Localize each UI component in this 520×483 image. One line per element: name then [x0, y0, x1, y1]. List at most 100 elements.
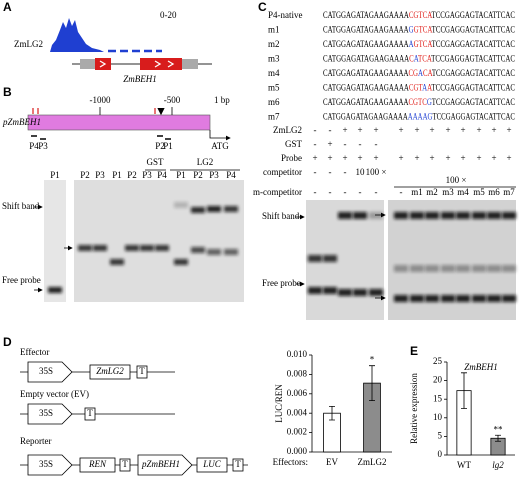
sequence-part: CATGGAGATAGAAGAAAA	[323, 68, 409, 78]
sequence-part: TCCGAGGAGTACATTCAC	[432, 39, 515, 49]
probe: P2	[155, 141, 165, 151]
cell: -	[314, 187, 317, 197]
sequence-name: P4-native	[268, 10, 303, 20]
sequence-part: TCA	[418, 54, 432, 64]
position: 1 bp	[214, 95, 230, 105]
cell: -	[314, 125, 317, 135]
y-tick-label: 0.006	[287, 388, 308, 398]
sequence-part: CG	[408, 68, 418, 78]
sequence-part: A	[409, 39, 414, 49]
element-label: 35S	[39, 459, 53, 469]
sequence: CATGGAGATAGAAGAAAAAAAAGTCCGAGGAGTACATTCA…	[323, 112, 515, 122]
sequence-part: A	[418, 68, 423, 78]
sequence-part: GTCA	[414, 39, 433, 49]
element-label: LUC	[202, 459, 222, 469]
gel-band	[338, 289, 352, 296]
significance: **	[494, 424, 504, 434]
construct-title: Reporter	[20, 436, 52, 446]
x-tick-label: WT	[457, 460, 471, 470]
error-bar	[329, 406, 335, 421]
gel-band	[191, 207, 205, 213]
element-label: T	[87, 408, 93, 418]
sequence-part: A	[427, 83, 432, 93]
cell: +	[398, 125, 403, 135]
sequence-part: CATGGAGATAGAAGAAAA	[323, 83, 409, 93]
sequence-part: TCCGAGGAGTACATTCAC	[431, 83, 515, 93]
lane-label: P1	[50, 170, 60, 180]
gel-band	[191, 247, 205, 253]
panel-label: D	[3, 335, 12, 349]
cell: -	[344, 187, 347, 197]
y-tick-label: 0.000	[287, 446, 308, 456]
sequence: CATGGAGATAGAAGAAAACATCATCCGAGGAGTACATTCA…	[323, 54, 515, 64]
gel-band	[174, 202, 188, 208]
sequence-part: GTCA	[414, 25, 433, 35]
cell: +	[398, 153, 403, 163]
sequence-part: CATGGAGATAGAAGAAAA	[323, 39, 409, 49]
utr	[182, 59, 198, 69]
cell: +	[414, 153, 419, 163]
element-label: REN	[88, 459, 107, 469]
competitor-amount: 100 ×	[446, 175, 467, 185]
sequence-part: CATGGAGATAGAAGAAAA	[323, 54, 410, 64]
x-tick-label: ZmLG2	[358, 457, 387, 467]
band-label: Free probe	[2, 275, 41, 285]
cell: +	[491, 153, 496, 163]
y-tick-label: 25	[433, 356, 443, 366]
cell: -	[344, 167, 347, 177]
gel-band	[425, 212, 439, 219]
row-label: ZmLG2	[273, 125, 302, 135]
sequence: CATGGAGATAGAAGAAAACGTCATCCGAGGAGTACATTCA…	[323, 10, 515, 20]
sequence: CATGGAGATAGAAGAAAACGTAATCCGAGGAGTACATTCA…	[323, 83, 515, 93]
track-name: ZmLG2	[14, 39, 43, 49]
element-label: ZmLG2	[96, 366, 124, 376]
element-box	[196, 457, 228, 473]
gel-band	[125, 245, 139, 251]
sequence-name: m2	[268, 39, 280, 49]
promoter-name: pZmBEH1	[2, 117, 41, 127]
error-bar	[495, 434, 501, 442]
gel-band	[502, 212, 516, 219]
y-axis-label: LUC/REN	[274, 384, 284, 423]
y-axis-label: Relative expression	[409, 373, 419, 444]
lane-label: P3	[95, 170, 105, 180]
gel-band	[487, 295, 501, 302]
cell: +	[445, 125, 450, 135]
cell: -	[359, 187, 362, 197]
gel-band	[155, 245, 169, 251]
cell: +	[460, 125, 465, 135]
lane-label: P4	[157, 170, 167, 180]
cell: +	[506, 153, 511, 163]
cell: +	[445, 153, 450, 163]
y-tick-label: 10	[433, 412, 443, 422]
lane-label: P2	[127, 170, 137, 180]
panel-label: E	[410, 344, 418, 358]
gel-band	[502, 265, 516, 272]
cell: m7	[503, 187, 515, 197]
sequence-part: G	[409, 25, 414, 35]
cell: +	[357, 153, 362, 163]
sequence-part: AAAAG	[408, 112, 433, 122]
sequence: CATGGAGATAGAAGAAAACGACATCCGAGGAGTACATTCA…	[323, 68, 515, 78]
gene-name: ZmBEH1	[123, 74, 157, 84]
gel-band	[472, 295, 486, 302]
gel-band	[410, 295, 424, 302]
position: -500	[164, 95, 181, 105]
panel-label: B	[3, 85, 12, 99]
element-box	[136, 365, 148, 379]
probe: P1	[163, 141, 173, 151]
gel-band	[441, 212, 455, 219]
sequence-part: CATGGAGATAGAAGAAAA	[323, 97, 409, 107]
cell: -	[329, 167, 332, 177]
cell: +	[476, 125, 481, 135]
sequence-part: CATGGAGATAGAAGAAAA	[323, 112, 408, 122]
y-tick-label: 20	[433, 375, 443, 385]
cell: 10	[356, 167, 366, 177]
element-box	[119, 458, 131, 472]
probe-marks	[31, 135, 171, 140]
cell: 100 ×	[366, 167, 387, 177]
panel-label: A	[3, 0, 12, 14]
cell: m2	[426, 187, 438, 197]
error-bar	[461, 372, 467, 409]
gel-band	[338, 212, 352, 219]
